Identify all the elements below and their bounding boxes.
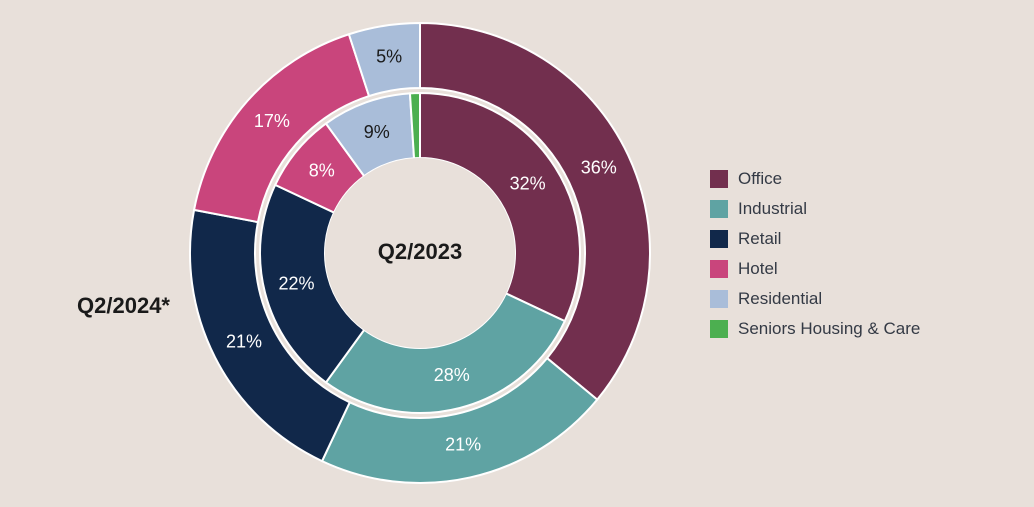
legend-item: Industrial: [710, 199, 1034, 219]
slice-label: 17%: [254, 111, 290, 131]
legend-item: Retail: [710, 229, 1034, 249]
donut-chart: 36%21%21%17%5%32%28%22%8%9%1%Q2/2023Q2/2…: [0, 0, 700, 507]
legend-item: Hotel: [710, 259, 1034, 279]
slice-label: 21%: [226, 331, 262, 351]
slice-label: 9%: [364, 122, 390, 142]
slice-label: 36%: [581, 158, 617, 178]
legend-swatch: [710, 260, 728, 278]
legend-swatch: [710, 200, 728, 218]
legend-label: Office: [738, 169, 782, 189]
slice-label: 5%: [376, 47, 402, 67]
slice-label: 21%: [445, 434, 481, 454]
legend-swatch: [710, 230, 728, 248]
inner-ring-label: Q2/2023: [378, 239, 462, 264]
legend-label: Seniors Housing & Care: [738, 319, 920, 339]
outer-ring-label: Q2/2024*: [77, 293, 170, 318]
legend-item: Seniors Housing & Care: [710, 319, 1034, 339]
slice-label: 8%: [309, 160, 335, 180]
legend-swatch: [710, 170, 728, 188]
legend-label: Residential: [738, 289, 822, 309]
legend-item: Residential: [710, 289, 1034, 309]
legend-label: Industrial: [738, 199, 807, 219]
legend: Office Industrial Retail Hotel Residential Se…: [700, 159, 1034, 349]
legend-item: Office: [710, 169, 1034, 189]
legend-label: Hotel: [738, 259, 778, 279]
slice-label: 28%: [434, 365, 470, 385]
slice-label: 32%: [510, 173, 546, 193]
slice-label: 22%: [278, 273, 314, 293]
legend-swatch: [710, 290, 728, 308]
legend-swatch: [710, 320, 728, 338]
legend-label: Retail: [738, 229, 781, 249]
